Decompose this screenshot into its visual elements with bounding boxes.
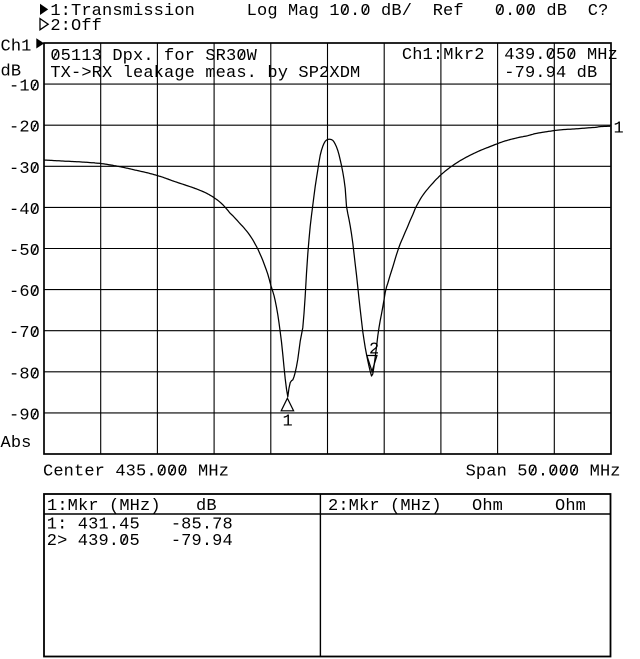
svg-text:dB: dB xyxy=(196,497,217,516)
svg-text:2:Mkr (MHz): 2:Mkr (MHz) xyxy=(328,497,442,516)
svg-text:1:Transmission Log Mag 10.: 1:Transmission Log Mag 10.0 dB/ Ref 0.00… xyxy=(50,2,608,21)
svg-text:-40: -40 xyxy=(9,201,40,220)
svg-text:Ohm: Ohm xyxy=(555,497,586,516)
svg-text:Span 50.000 MHz: Span 50.000 MHz xyxy=(466,463,621,482)
svg-text:-60: -60 xyxy=(9,283,40,302)
svg-text:TX->RX leakage meas. by SP2XDM: TX->RX leakage meas. by SP2XDM xyxy=(50,64,360,83)
svg-text:1: 1 xyxy=(283,413,293,432)
svg-text:-50: -50 xyxy=(9,242,40,261)
svg-text:Abs: Abs xyxy=(1,434,32,453)
svg-text:Ch1: Ch1 xyxy=(1,38,32,57)
svg-text:1: 431.45 -85.78: 1: 431.45 -85.78 xyxy=(47,516,233,535)
svg-text:Center 435.000 MHz: Center 435.000 MHz xyxy=(43,463,229,482)
svg-text:-10: -10 xyxy=(9,78,40,97)
svg-text:2: 2 xyxy=(369,341,379,360)
svg-text:dB: dB xyxy=(1,63,22,82)
svg-text:Ohm: Ohm xyxy=(472,497,503,516)
svg-text:Ch1:Mkr2: Ch1:Mkr2 xyxy=(402,46,485,65)
svg-text:-20: -20 xyxy=(9,119,40,138)
svg-text:2:Off: 2:Off xyxy=(50,17,102,36)
svg-text:1:Mkr (MHz): 1:Mkr (MHz) xyxy=(47,497,161,516)
svg-text:-70: -70 xyxy=(9,324,40,343)
svg-text:439.050 MHz: 439.050 MHz xyxy=(504,46,618,65)
svg-text:05113 Dpx. for SR30W: 05113 Dpx. for SR30W xyxy=(50,47,257,66)
svg-text:-79.94 dB: -79.94 dB xyxy=(504,64,597,83)
svg-text:-80: -80 xyxy=(9,365,40,384)
svg-text:2> 439.05 -79.94: 2> 439.05 -79.94 xyxy=(47,532,233,551)
svg-text:1: 1 xyxy=(614,120,624,139)
svg-text:-30: -30 xyxy=(9,160,40,179)
svg-text:-90: -90 xyxy=(9,406,40,425)
